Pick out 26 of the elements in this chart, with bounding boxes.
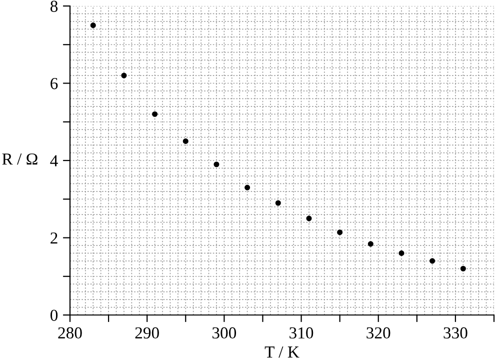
x-tick-label: 320 [366, 327, 390, 339]
point [244, 184, 250, 190]
point [90, 22, 96, 28]
x-tick-label: 330 [444, 327, 468, 339]
x-tick-label: 310 [290, 327, 314, 339]
point [182, 138, 188, 144]
point [275, 200, 281, 206]
point [121, 72, 127, 78]
x-tick-label: 300 [212, 327, 236, 339]
point [398, 250, 404, 256]
point [460, 266, 466, 272]
y-tick-label: 8 [50, 0, 58, 12]
y-tick-label: 4 [50, 155, 58, 166]
point [430, 258, 436, 264]
x-tick-label: 290 [135, 327, 159, 339]
y-axis-title: R / Ω [2, 153, 38, 165]
point [306, 216, 312, 222]
y-tick-label: 0 [50, 310, 58, 321]
x-tick-label: 280 [58, 327, 82, 339]
point [337, 230, 343, 236]
point [152, 111, 158, 117]
point [214, 162, 220, 168]
x-axis-title: T / K [264, 346, 300, 358]
point [368, 241, 374, 247]
y-tick-label: 2 [50, 232, 58, 244]
y-tick-label: 6 [50, 78, 58, 90]
